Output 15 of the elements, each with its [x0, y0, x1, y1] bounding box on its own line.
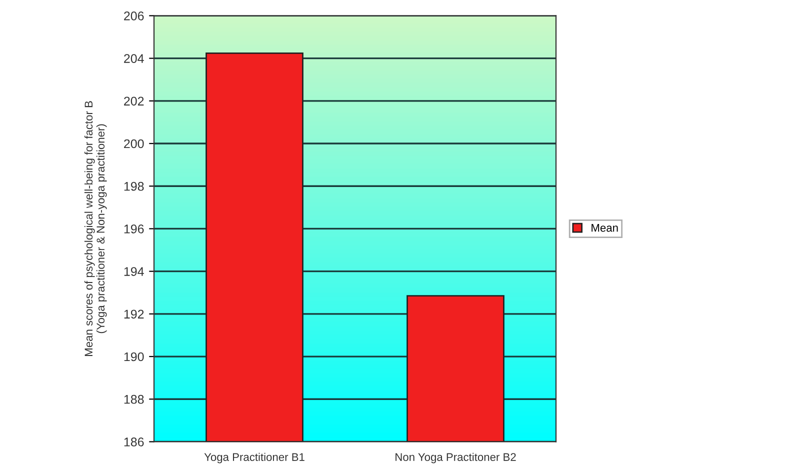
legend-label: Mean	[592, 224, 618, 232]
y-tick-label: 202	[124, 96, 144, 106]
y-tick-label: 194	[124, 267, 144, 276]
y-tick-label: 186	[124, 438, 144, 446]
y-tick-label: 198	[124, 182, 144, 191]
y-axis-title: Mean scores of psychological well-being for factor B (Yoga practitioner & Non-yoga practitioner)	[84, 101, 107, 356]
x-tick-label: Non Yoga Practitoner B2	[396, 452, 516, 464]
y-tick-label: 192	[124, 310, 144, 319]
y-tick-label: 200	[124, 139, 144, 148]
y-tick-label: 196	[124, 224, 144, 234]
y-tick-label: 190	[124, 352, 144, 362]
y-tick-label: 204	[124, 54, 144, 63]
x-tick-label: Yoga Practitioner B1	[204, 452, 304, 464]
y-tick-label: 188	[124, 394, 144, 404]
y-tick-label: 206	[124, 12, 144, 20]
